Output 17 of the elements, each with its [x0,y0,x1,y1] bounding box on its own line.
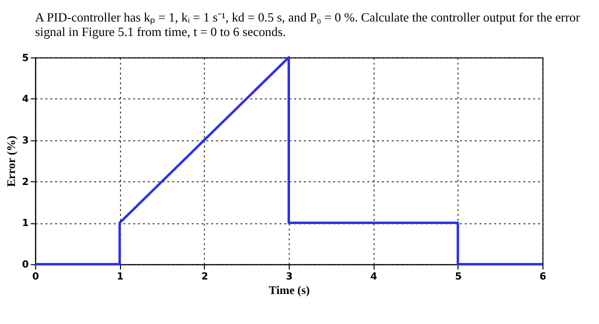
x-axis-title: Time (s) [268,284,310,297]
x-tick-label: 6 [540,271,547,282]
y-axis-title: Error (%) [5,136,18,187]
text: signal in Figure 5.1 from time, t = 0 to 6 seconds. [35,24,286,39]
x-tick-label: 0 [32,271,40,282]
x-tick-label: 3 [286,271,293,282]
y-tick-label: 1 [22,218,29,230]
y-tick-label: 4 [22,94,29,106]
y-tick-label: 0 [22,260,29,271]
x-tick-label: 5 [454,271,462,282]
y-tick-label: 2 [22,176,29,188]
x-tick-label: 2 [201,271,208,282]
y-tick-label: 3 [22,136,29,147]
y-tick-label: 5 [22,52,29,64]
text: A PID-controller has kₚ = 1, kᵢ = 1 s⁻¹, kd = 0.5 s, and P₀ = 0 %. Calculate the controller output for the error [35,10,580,24]
x-tick-label: 4 [370,271,378,282]
x-tick-label: 1 [116,271,124,282]
